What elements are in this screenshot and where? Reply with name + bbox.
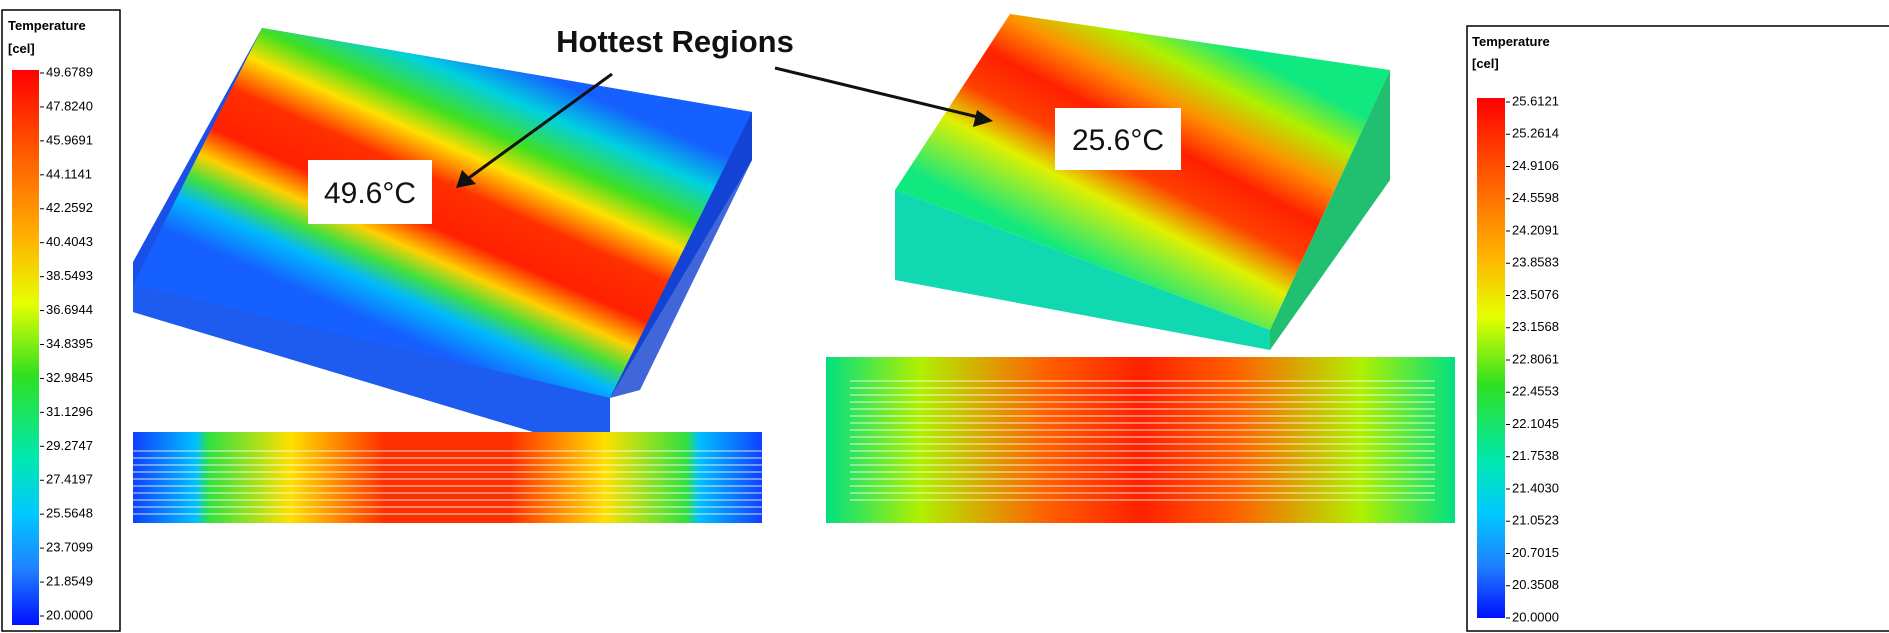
arrow — [775, 68, 982, 118]
legend-label: 22.4553 — [1512, 384, 1559, 399]
legend-label: 21.0523 — [1512, 513, 1559, 528]
legend-label: 47.8240 — [46, 98, 93, 113]
legend-label: 25.5648 — [46, 506, 93, 521]
legend-label: 20.0000 — [1512, 609, 1559, 624]
legend-label: 36.6944 — [46, 302, 93, 317]
legend-label: 34.8395 — [46, 336, 93, 351]
legend-label: 24.9106 — [1512, 158, 1559, 173]
legend-label: 23.8583 — [1512, 255, 1559, 270]
legend-label: 21.8549 — [46, 574, 93, 589]
max-temp-label: 25.6°C — [1072, 124, 1164, 157]
legend-label: 45.9691 — [46, 132, 93, 147]
legend-label: 32.9845 — [46, 370, 93, 385]
legend-label: 21.4030 — [1512, 480, 1559, 495]
legend-label: 38.5493 — [46, 268, 93, 283]
color-bar — [12, 70, 39, 625]
legend-title: Temperature — [1472, 34, 1550, 49]
legend-unit: [cel] — [1472, 56, 1499, 71]
color-bar — [1477, 98, 1505, 618]
legend-unit: [cel] — [8, 41, 35, 56]
legend-label: 22.1045 — [1512, 416, 1559, 431]
legend-label: 23.7099 — [46, 540, 93, 555]
legend-label: 25.6121 — [1512, 93, 1559, 108]
legend-title: Temperature — [8, 18, 86, 33]
legend-label: 23.1568 — [1512, 319, 1559, 334]
legend-label: 29.2747 — [46, 438, 93, 453]
legend-label: 27.4197 — [46, 472, 93, 487]
legend-label: 24.5598 — [1512, 190, 1559, 205]
left-fins — [133, 445, 762, 515]
legend-label: 42.2592 — [46, 200, 93, 215]
heading: Hottest Regions — [556, 24, 794, 59]
legend-label: 20.0000 — [46, 607, 93, 622]
legend-label: 44.1141 — [46, 166, 92, 181]
legend-label: 49.6789 — [46, 64, 93, 79]
legend-label: 25.2614 — [1512, 126, 1559, 141]
legend-label: 20.3508 — [1512, 577, 1559, 592]
max-temp-label: 49.6°C — [324, 177, 416, 210]
left-heat-sink-3d — [133, 28, 752, 455]
right-fins — [850, 375, 1435, 505]
figure: Temperature [cel] Temperature [cel] Hott… — [0, 0, 1889, 633]
legend-label: 22.8061 — [1512, 351, 1559, 366]
right-heat-sink-3d — [895, 14, 1390, 350]
legend-label: 21.7538 — [1512, 448, 1559, 463]
legend-label: 31.1296 — [46, 404, 93, 419]
legend-label: 23.5076 — [1512, 287, 1559, 302]
legend-label: 20.7015 — [1512, 545, 1559, 560]
legend-label: 40.4043 — [46, 234, 93, 249]
legend-label: 24.2091 — [1512, 222, 1559, 237]
